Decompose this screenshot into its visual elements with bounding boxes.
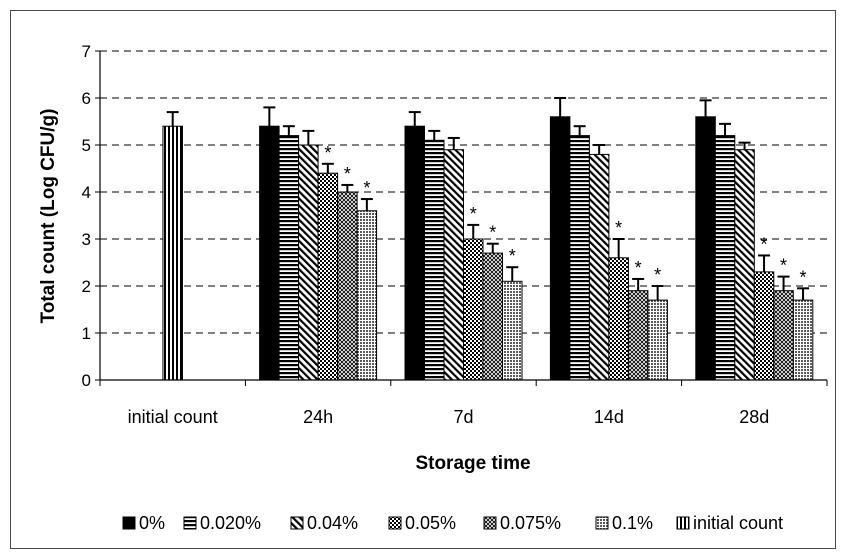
significance-star: *	[363, 178, 370, 198]
y-tick-label: 4	[82, 183, 91, 202]
legend-swatch	[122, 516, 136, 530]
bar	[753, 271, 775, 381]
bar	[734, 149, 755, 381]
significance-star: *	[470, 204, 477, 224]
y-axis-title: Total count (Log CFU/g)	[38, 109, 59, 324]
bar	[647, 299, 668, 381]
bar	[298, 144, 319, 381]
y-tick-label: 7	[82, 42, 91, 61]
significance-star: *	[761, 234, 768, 254]
x-tick-label: initial count	[128, 407, 218, 427]
significance-star: *	[344, 164, 351, 184]
legend-label: 0%	[139, 513, 165, 533]
bar	[259, 125, 280, 381]
y-tick-label: 5	[82, 136, 91, 155]
y-tick-label: 1	[82, 324, 91, 343]
bar	[502, 280, 523, 381]
y-tick-label: 0	[82, 371, 91, 390]
tick-labels: 0 1 2 3 4 5 6 7 initial count 24h 7d 14d 28d	[82, 42, 770, 427]
legend-swatch	[595, 516, 609, 530]
legend: 0% 0.020% 0.04% 0.05% 0.075% 0.1% initial coun…	[122, 513, 783, 533]
y-tick-label: 3	[82, 230, 91, 249]
significance-star: *	[324, 143, 331, 163]
legend-swatch	[388, 516, 402, 530]
x-tick-label: 24h	[303, 407, 333, 427]
bar	[695, 116, 716, 381]
bar	[627, 290, 649, 381]
legend-label: 0.1%	[612, 513, 653, 533]
legend-swatch	[183, 516, 197, 530]
bar	[356, 210, 378, 381]
x-tick-label: 14d	[594, 407, 624, 427]
x-axis-title: Storage time	[415, 453, 530, 474]
legend-label: 0.020%	[200, 513, 261, 533]
legend-swatch	[290, 516, 304, 530]
bar	[463, 238, 484, 381]
significance-star: *	[654, 265, 661, 285]
bar	[404, 125, 425, 381]
significance-star: *	[635, 258, 642, 278]
bar	[588, 153, 610, 381]
significance-star: *	[780, 256, 787, 276]
x-tick-label: 7d	[453, 407, 473, 427]
legend-label: initial count	[693, 513, 783, 533]
significance-star: *	[615, 218, 622, 238]
bar	[549, 116, 571, 381]
bar	[714, 135, 736, 381]
bar	[424, 139, 445, 381]
significance-star: *	[800, 267, 807, 287]
y-tick-label: 6	[82, 89, 91, 108]
significance-star: *	[489, 223, 496, 243]
chart-frame	[10, 10, 836, 549]
bar	[773, 290, 794, 381]
bar	[278, 135, 300, 381]
bar	[792, 299, 814, 381]
legend-swatch	[483, 516, 497, 530]
bar	[608, 257, 629, 381]
significance-star: *	[509, 246, 516, 266]
y-tick-label: 2	[82, 277, 91, 296]
legend-swatch	[676, 516, 690, 530]
bar	[443, 149, 464, 381]
legend-label: 0.04%	[307, 513, 358, 533]
legend-label: 0.05%	[405, 513, 456, 533]
x-tick-label: 28d	[739, 407, 769, 427]
bar	[162, 125, 183, 381]
bar	[482, 252, 503, 381]
bar	[317, 172, 339, 381]
bar	[337, 191, 358, 381]
axes	[95, 50, 828, 386]
bar	[569, 135, 590, 381]
legend-label: 0.075%	[500, 513, 561, 533]
